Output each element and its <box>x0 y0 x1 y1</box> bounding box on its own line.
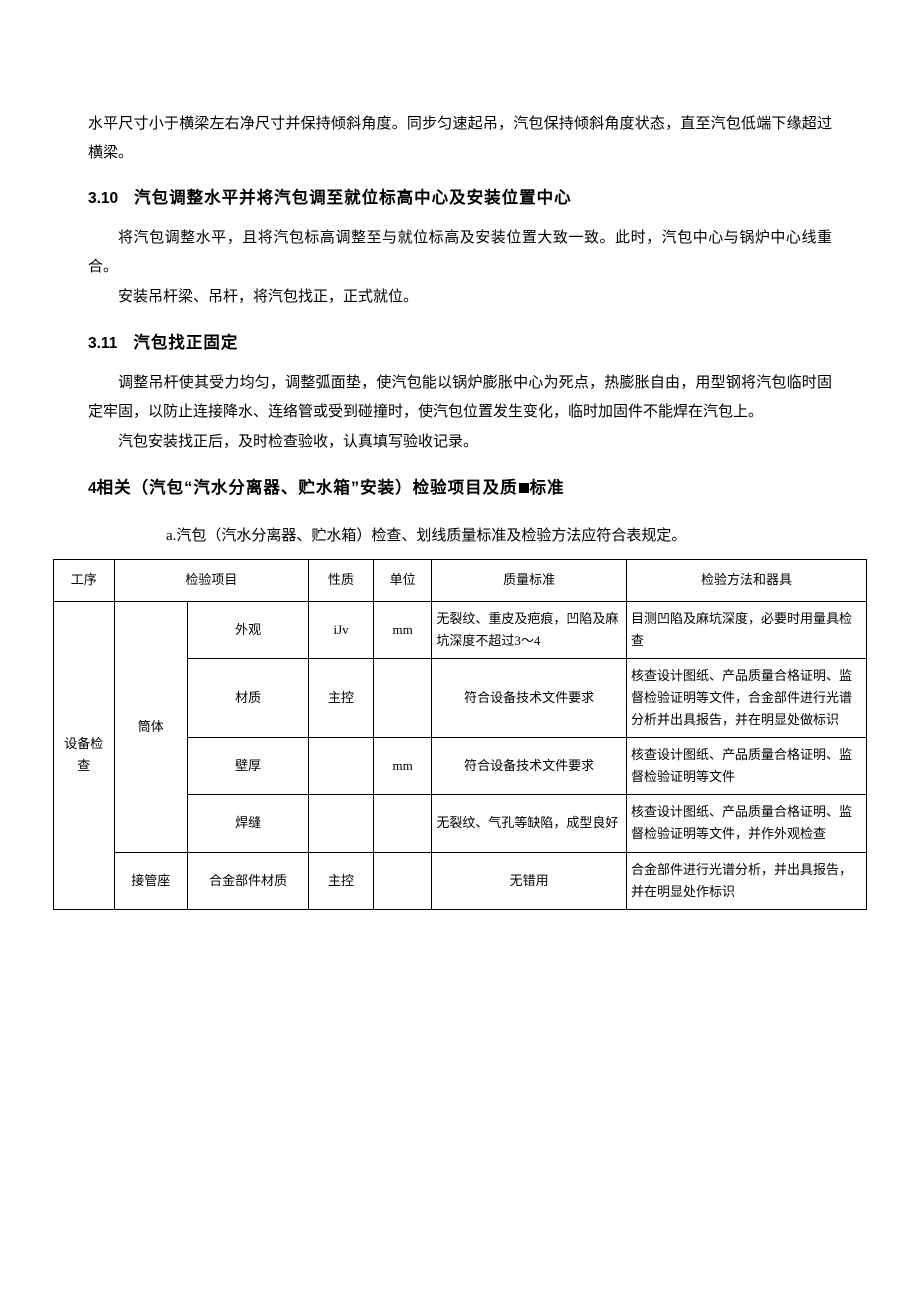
cell-item: 合金部件材质 <box>188 852 309 909</box>
cell-unit <box>373 658 431 737</box>
cell-prop <box>309 795 374 852</box>
heading-number: 3.10 <box>88 190 118 207</box>
cell-prop <box>309 738 374 795</box>
intro-paragraph: 水平尺寸小于横梁左右净尺寸并保持倾斜角度。同步匀速起吊，汽包保持倾斜角度状态，直… <box>88 110 832 167</box>
heading-title-b: 标准 <box>530 479 565 497</box>
th-method: 检验方法和器具 <box>626 559 866 601</box>
cell-sub1: 筒体 <box>114 601 188 852</box>
th-unit: 单位 <box>373 559 431 601</box>
cell-method: 核查设计图纸、产品质量合格证明、监督检验证明等文件，并作外观检查 <box>626 795 866 852</box>
cell-std: 无错用 <box>432 852 627 909</box>
cell-item: 外观 <box>188 601 309 658</box>
inspection-table: 工序 检验项目 性质 单位 质量标准 检验方法和器具 设备检查 筒体 外观 iJ… <box>53 559 867 910</box>
cell-std: 符合设备技术文件要求 <box>432 738 627 795</box>
heading-number: 3.11 <box>88 335 117 352</box>
cell-item: 焊缝 <box>188 795 309 852</box>
sec311-p1: 调整吊杆使其受力均匀，调整弧面垫，使汽包能以锅炉膨胀中心为死点，热膨胀自由，用型… <box>88 369 832 426</box>
heading-title: 汽包找正固定 <box>133 334 238 352</box>
heading-title-a: 相关（汽包“汽水分离器、贮水箱”安装）检验项目及质 <box>97 479 518 497</box>
sec311-p2: 汽包安装找正后，及时检查验收，认真填写验收记录。 <box>88 428 832 457</box>
sec310-p2: 安装吊杆梁、吊杆，将汽包找正，正式就位。 <box>88 283 832 312</box>
th-item: 检验项目 <box>114 559 309 601</box>
heading-3-10: 3.10 汽包调整水平并将汽包调至就位标高中心及安装位置中心 <box>88 183 832 214</box>
sec310-p1: 将汽包调整水平，且将汽包标高调整至与就位标高及安装位置大致一致。此时，汽包中心与… <box>88 224 832 281</box>
cell-prop: 主控 <box>309 658 374 737</box>
cell-unit: mm <box>373 738 431 795</box>
cell-unit: mm <box>373 601 431 658</box>
th-prop: 性质 <box>309 559 374 601</box>
cell-std: 无裂纹、气孔等缺陷，成型良好 <box>432 795 627 852</box>
cell-sub2: 接管座 <box>114 852 188 909</box>
cell-std: 无裂纹、重皮及疤痕，凹陷及麻坑深度不超过3〜4 <box>432 601 627 658</box>
table-caption: a.汽包（汽水分离器、贮水箱）检查、划线质量标准及检验方法应符合表规定。 <box>88 522 832 551</box>
table-row: 设备检查 筒体 外观 iJv mm 无裂纹、重皮及疤痕，凹陷及麻坑深度不超过3〜… <box>54 601 867 658</box>
cell-method: 核查设计图纸、产品质量合格证明、监督检验证明等文件 <box>626 738 866 795</box>
table-header-row: 工序 检验项目 性质 单位 质量标准 检验方法和器具 <box>54 559 867 601</box>
cell-method: 目测凹陷及麻坑深度，必要时用量具检查 <box>626 601 866 658</box>
heading-3-11: 3.11 汽包找正固定 <box>88 328 832 359</box>
cell-unit <box>373 852 431 909</box>
cell-prop: 主控 <box>309 852 374 909</box>
heading-4: 4相关（汽包“汽水分离器、贮水箱”安装）检验项目及质标准 <box>88 473 832 504</box>
heading-title: 汽包调整水平并将汽包调至就位标高中心及安装位置中心 <box>134 189 572 207</box>
th-proc: 工序 <box>54 559 115 601</box>
cell-prop: iJv <box>309 601 374 658</box>
table-row: 接管座 合金部件材质 主控 无错用 合金部件进行光谱分析，并出具报告，并在明显处… <box>54 852 867 909</box>
cell-item: 材质 <box>188 658 309 737</box>
black-square-icon <box>519 483 529 493</box>
cell-std: 符合设备技术文件要求 <box>432 658 627 737</box>
cell-proc: 设备检查 <box>54 601 115 909</box>
cell-unit <box>373 795 431 852</box>
heading-number: 4 <box>88 480 97 497</box>
cell-item: 壁厚 <box>188 738 309 795</box>
cell-method: 合金部件进行光谱分析，并出具报告，并在明显处作标识 <box>626 852 866 909</box>
cell-method: 核查设计图纸、产品质量合格证明、监督检验证明等文件，合金部件进行光谱分析并出具报… <box>626 658 866 737</box>
th-std: 质量标准 <box>432 559 627 601</box>
